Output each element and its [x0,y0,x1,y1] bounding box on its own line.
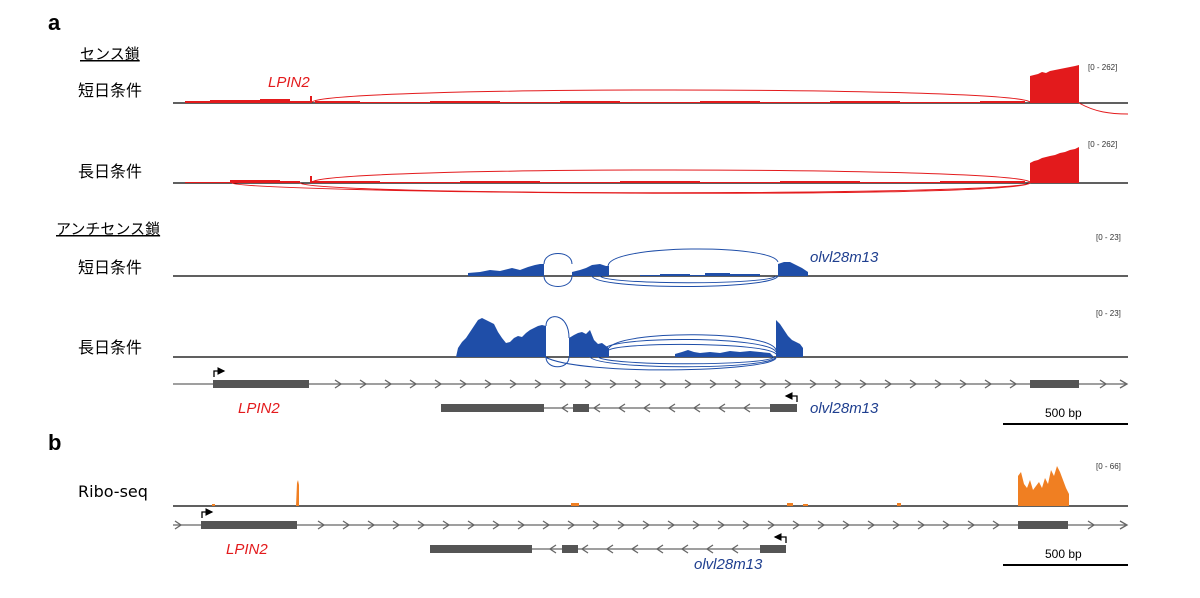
panel-label-b: b [48,430,61,455]
panel-label-a: a [48,10,61,35]
sense-range-label-2: [0 - 262] [1088,140,1117,149]
short-day-label-2: 短日条件 [78,258,142,277]
lpin2-track-label: LPIN2 [268,74,310,91]
lpin2-gene-label-b: LPIN2 [226,541,268,558]
sense-short-day-track: 短日条件 [0 - 262] LPIN2 [78,63,1129,115]
long-day-label-2: 長日条件 [78,338,142,357]
antisense-range-label-2: [0 - 23] [1096,309,1121,318]
short-day-label: 短日条件 [78,81,142,100]
olvl-gene-label-b: olvl28m13 [694,556,763,573]
ribo-seq-label: Ribo-seq [78,482,148,501]
sense-strand-label: センス鎖 [80,45,140,63]
scale-bar-label: 500 bp [1045,406,1082,420]
antisense-long-day-track: 長日条件 [0 - 23] [78,309,1128,371]
scale-bar-label-b: 500 bp [1045,547,1082,561]
ribo-range-label: [0 - 66] [1096,462,1121,471]
antisense-short-day-track: 短日条件 [0 - 23] olvl28m13 [78,233,1128,287]
ribo-seq-track: Ribo-seq [0 - 66] [78,462,1128,507]
antisense-strand-label: アンチセンス鎖 [56,220,160,238]
olvl-gene-label: olvl28m13 [810,400,879,417]
antisense-range-label: [0 - 23] [1096,233,1121,242]
long-day-label: 長日条件 [78,162,142,181]
gene-model-a: LPIN2 olvl28m13 500 bp [173,367,1129,425]
sense-long-day-track: 長日条件 [0 - 262] [78,140,1128,194]
olvl-track-label: olvl28m13 [810,249,879,266]
sense-range-label: [0 - 262] [1088,63,1117,72]
lpin2-gene-label: LPIN2 [238,400,280,417]
gene-model-b: LPIN2 olvl28m13 500 bp [173,508,1129,573]
